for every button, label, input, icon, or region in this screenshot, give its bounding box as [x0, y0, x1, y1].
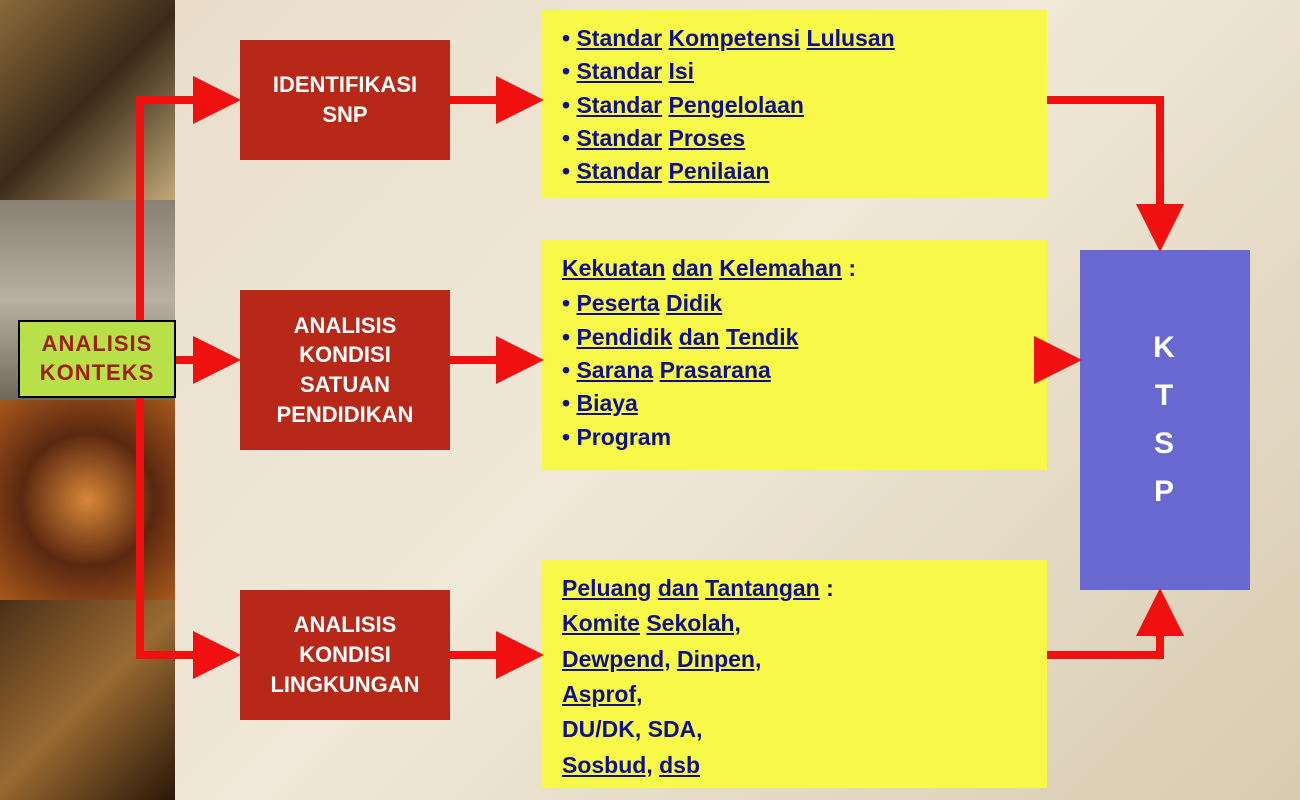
- process-label: ANALISIS: [270, 610, 419, 640]
- detail-box-kondisi-satuan: Kekuatan dan Kelemahan : Peserta Didik P…: [542, 240, 1047, 470]
- arrow: [1047, 100, 1160, 236]
- decorative-image: [0, 400, 175, 600]
- detail-header: Peluang dan Tantangan :: [562, 572, 834, 605]
- detail-box-lingkungan: Peluang dan Tantangan : Komite Sekolah, …: [542, 560, 1047, 788]
- process-box-identifikasi-snp: IDENTIFIKASI SNP: [240, 40, 450, 160]
- output-box-ktsp: K T S P: [1080, 250, 1250, 590]
- detail-line: DU/DK, SDA,: [562, 713, 703, 746]
- process-label: IDENTIFIKASI: [273, 70, 417, 100]
- source-box: ANALISIS KONTEKS: [18, 320, 176, 398]
- ktsp-letter: T: [1155, 372, 1175, 420]
- decorative-image: [0, 0, 175, 200]
- detail-line: Komite Sekolah,: [562, 607, 741, 640]
- ktsp-letter: S: [1154, 420, 1176, 468]
- process-label: SNP: [273, 100, 417, 130]
- ktsp-letter: K: [1153, 324, 1177, 372]
- list-item: Standar Pengelolaan: [562, 89, 895, 122]
- process-box-analisis-kondisi-lingkungan: ANALISIS KONDISI LINGKUNGAN: [240, 590, 450, 720]
- arrow: [1047, 604, 1160, 655]
- list-item: Standar Penilaian: [562, 155, 895, 188]
- list-item: Biaya: [562, 387, 798, 420]
- list-item: Standar Isi: [562, 55, 895, 88]
- source-line: ANALISIS: [40, 330, 155, 359]
- process-label: ANALISIS: [277, 311, 414, 341]
- process-label: SATUAN: [277, 370, 414, 400]
- process-label: KONDISI: [277, 340, 414, 370]
- process-box-analisis-kondisi-satuan: ANALISIS KONDISI SATUAN PENDIDIKAN: [240, 290, 450, 450]
- list-item: Peserta Didik: [562, 287, 798, 320]
- process-label: PENDIDIKAN: [277, 400, 414, 430]
- ktsp-letter: P: [1154, 468, 1176, 516]
- source-line: KONTEKS: [40, 359, 155, 388]
- process-label: KONDISI: [270, 640, 419, 670]
- list-item: Standar Proses: [562, 122, 895, 155]
- detail-line: Asprof,: [562, 678, 643, 711]
- detail-box-snp: Standar Kompetensi Lulusan Standar Isi S…: [542, 10, 1047, 198]
- detail-header: Kekuatan dan Kelemahan :: [562, 252, 856, 285]
- decorative-image: [0, 600, 175, 800]
- list-item: Sarana Prasarana: [562, 354, 798, 387]
- list-item: Standar Kompetensi Lulusan: [562, 22, 895, 55]
- process-label: LINGKUNGAN: [270, 670, 419, 700]
- detail-line: Sosbud, dsb: [562, 749, 700, 782]
- list-item: Pendidik dan Tendik: [562, 321, 798, 354]
- list-item: Program: [562, 421, 798, 454]
- detail-line: Dewpend, Dinpen,: [562, 643, 761, 676]
- decorative-image-strip: [0, 0, 175, 800]
